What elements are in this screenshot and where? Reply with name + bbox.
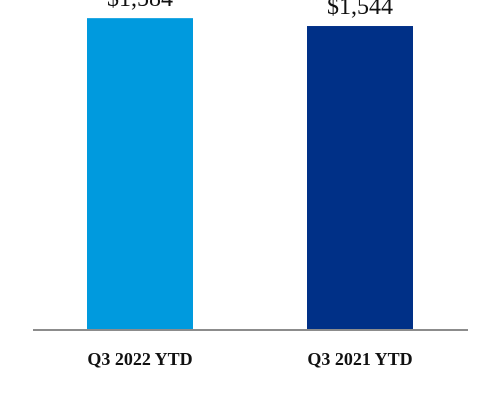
- value-label-1: $1,544: [327, 0, 393, 20]
- bar-1: [307, 26, 413, 331]
- value-label-0: $1,584: [107, 0, 173, 12]
- category-label-1: Q3 2021 YTD: [307, 349, 412, 369]
- category-label-0: Q3 2022 YTD: [87, 349, 192, 369]
- category-labels-group: Q3 2022 YTD Q3 2021 YTD: [87, 349, 412, 369]
- bar-0: [87, 18, 193, 331]
- value-labels-group: $1,584 $1,544: [107, 0, 393, 20]
- bars-group: [87, 18, 413, 331]
